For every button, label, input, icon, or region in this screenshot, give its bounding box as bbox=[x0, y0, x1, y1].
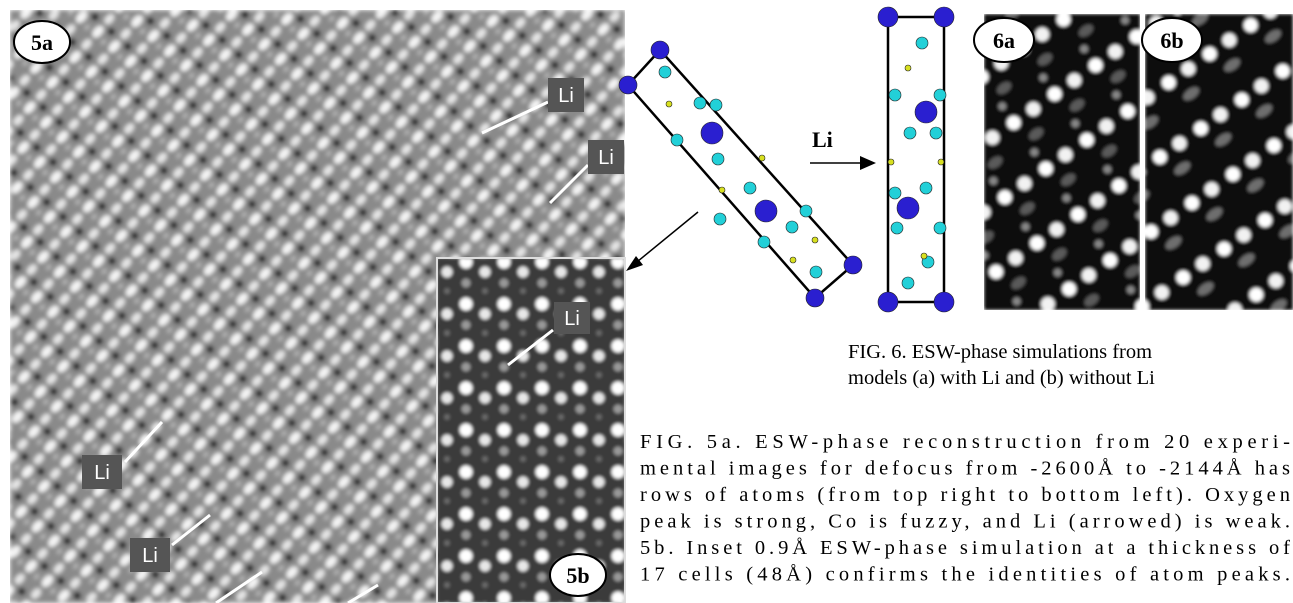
atom bbox=[786, 221, 798, 233]
caption-line: FIG. 5a. ESW-phase reconstruction from 2… bbox=[640, 431, 1290, 453]
atom bbox=[694, 97, 706, 109]
atom bbox=[744, 182, 756, 194]
panel-label: 6a bbox=[993, 28, 1015, 53]
caption-line: mental images for defocus from -2600Å to… bbox=[640, 458, 1290, 480]
atom bbox=[934, 7, 954, 27]
atom bbox=[930, 127, 942, 139]
atom bbox=[878, 292, 898, 312]
atom bbox=[714, 213, 726, 225]
figure-5-caption: FIG. 5a. ESW-phase reconstruction from 2… bbox=[640, 431, 1290, 586]
caption-line: peak is strong, Co is fuzzy, and Li (arr… bbox=[640, 511, 1290, 533]
panel-label: 5a bbox=[31, 30, 53, 55]
li-label: Li bbox=[564, 308, 580, 330]
atom bbox=[888, 159, 894, 165]
atom bbox=[712, 153, 724, 165]
atom bbox=[902, 277, 914, 289]
li-label: Li bbox=[142, 545, 158, 567]
li-label: Li bbox=[558, 85, 574, 107]
atom bbox=[878, 7, 898, 27]
atom bbox=[934, 222, 946, 234]
atom bbox=[897, 197, 919, 219]
atom bbox=[755, 200, 777, 222]
figure-page: 5a 5b Li Li Li Li Li Li 6a 6b FIG. 6. ES… bbox=[0, 0, 1293, 603]
caption-line: FIG. 6. ESW-phase simulations from bbox=[848, 341, 1152, 363]
atom bbox=[916, 37, 928, 49]
pointer-line bbox=[632, 212, 698, 266]
caption-line: 17 cells (48Å) confirms the identities o… bbox=[640, 564, 1290, 586]
atom bbox=[666, 101, 672, 107]
caption-line: 5b. Inset 0.9Å ESW-phase simulation at a… bbox=[640, 537, 1290, 559]
atom bbox=[790, 257, 796, 263]
caption-line: models (a) with Li and (b) without Li bbox=[848, 367, 1155, 389]
atom bbox=[759, 155, 765, 161]
caption-line: rows of atoms (from top right to bottom … bbox=[640, 484, 1290, 506]
atom bbox=[844, 256, 862, 274]
model-arrow-label: Li bbox=[812, 127, 833, 152]
atom bbox=[701, 122, 723, 144]
atom bbox=[904, 127, 916, 139]
atom bbox=[938, 159, 944, 165]
atom bbox=[905, 65, 911, 71]
model-arrow-head bbox=[860, 156, 876, 170]
atom bbox=[719, 187, 725, 193]
atom bbox=[934, 89, 946, 101]
atom bbox=[915, 101, 937, 123]
atom bbox=[710, 99, 722, 111]
panel-label: 6b bbox=[1160, 28, 1183, 53]
atom bbox=[891, 222, 903, 234]
atom bbox=[800, 205, 812, 217]
atom bbox=[889, 89, 901, 101]
inset-image-5b bbox=[437, 258, 625, 603]
li-label: Li bbox=[94, 462, 110, 484]
unit-cell bbox=[628, 50, 853, 298]
crystal-model-tilted bbox=[619, 41, 862, 307]
atom bbox=[619, 76, 637, 94]
atom bbox=[889, 187, 901, 199]
atom bbox=[934, 292, 954, 312]
panel-label: 5b bbox=[566, 563, 589, 588]
unit-cell bbox=[888, 17, 944, 302]
atom bbox=[921, 253, 927, 259]
crystal-model-vertical bbox=[878, 7, 954, 312]
li-label: Li bbox=[598, 147, 614, 169]
atom bbox=[651, 41, 669, 59]
atom bbox=[758, 236, 770, 248]
atom bbox=[812, 237, 818, 243]
atom bbox=[671, 134, 683, 146]
atom bbox=[659, 66, 671, 78]
atom bbox=[806, 289, 824, 307]
atom bbox=[920, 182, 932, 194]
atom bbox=[810, 266, 822, 278]
